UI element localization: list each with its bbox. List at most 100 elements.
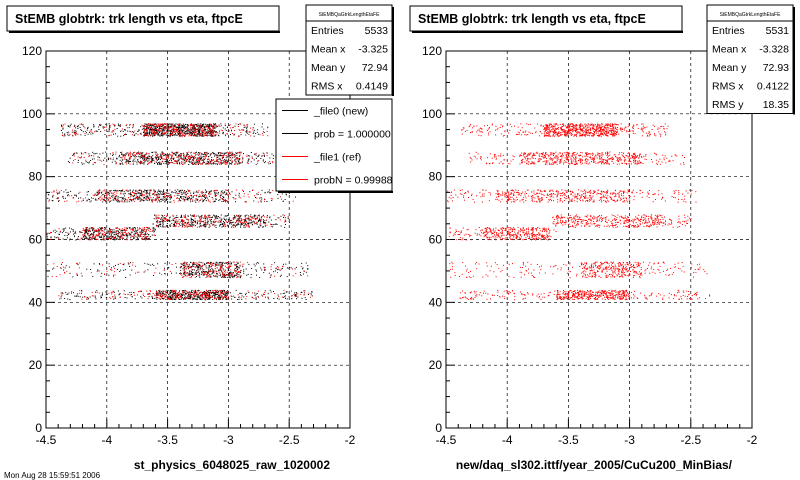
scatter-point bbox=[220, 267, 222, 269]
scatter-point bbox=[179, 127, 181, 129]
scatter-point bbox=[303, 270, 305, 272]
scatter-point bbox=[211, 125, 213, 126]
scatter-point bbox=[143, 154, 145, 156]
scatter-point bbox=[198, 269, 200, 271]
scatter-point bbox=[159, 223, 161, 225]
scatter-point bbox=[134, 298, 136, 300]
scatter-point bbox=[213, 131, 215, 133]
scatter-point bbox=[166, 189, 168, 191]
scatter-point bbox=[167, 219, 169, 221]
scatter-point bbox=[199, 152, 201, 154]
scatter-point bbox=[158, 134, 160, 136]
scatter-point bbox=[109, 194, 111, 196]
scatter-point bbox=[226, 215, 228, 217]
scatter-point bbox=[187, 198, 189, 200]
scatter-point bbox=[240, 123, 242, 125]
scatter-point bbox=[295, 293, 297, 295]
scatter-point bbox=[224, 296, 226, 298]
scatter-point bbox=[237, 124, 239, 125]
scatter-point bbox=[137, 159, 139, 161]
scatter-point bbox=[203, 194, 205, 196]
scatter-point bbox=[169, 296, 171, 298]
scatter-point bbox=[151, 161, 152, 163]
scatter-point bbox=[198, 131, 200, 133]
scatter-point bbox=[195, 160, 197, 161]
scatter-point bbox=[155, 199, 157, 201]
scatter-point bbox=[181, 128, 182, 130]
scatter-point bbox=[81, 162, 83, 164]
scatter-point bbox=[187, 225, 189, 227]
scatter-point bbox=[234, 125, 236, 127]
scatter-point bbox=[237, 267, 239, 269]
scatter-point bbox=[222, 198, 224, 200]
scatter-point bbox=[220, 261, 222, 263]
scatter-point bbox=[171, 272, 172, 274]
scatter-point bbox=[192, 219, 194, 221]
scatter-point bbox=[183, 220, 184, 222]
scatter-point bbox=[103, 229, 105, 231]
scatter-point bbox=[135, 193, 137, 195]
scatter-point bbox=[181, 296, 183, 298]
scatter-point bbox=[214, 127, 216, 129]
scatter-point bbox=[74, 159, 76, 160]
scatter-point bbox=[153, 231, 155, 233]
scatter-point bbox=[119, 125, 121, 127]
scatter-point bbox=[62, 238, 64, 240]
scatter-point bbox=[118, 232, 120, 234]
scatter-point bbox=[75, 131, 77, 133]
scatter-point bbox=[174, 226, 176, 228]
scatter-point bbox=[191, 266, 193, 267]
scatter-point bbox=[194, 129, 196, 131]
scatter-point bbox=[190, 157, 192, 159]
scatter-point bbox=[263, 266, 265, 268]
scatter-point bbox=[269, 157, 271, 159]
scatter-point bbox=[216, 276, 218, 278]
scatter-point bbox=[72, 230, 74, 232]
scatter-point bbox=[74, 125, 76, 127]
scatter-point bbox=[255, 263, 257, 265]
scatter-point bbox=[198, 124, 200, 126]
scatter-point bbox=[194, 266, 196, 268]
scatter-point bbox=[168, 124, 170, 126]
scatter-point bbox=[239, 155, 241, 157]
scatter-point bbox=[170, 127, 172, 129]
scatter-point bbox=[84, 238, 85, 240]
scatter-point bbox=[126, 189, 128, 191]
scatter-point bbox=[155, 293, 157, 295]
scatter-point bbox=[93, 158, 95, 160]
scatter-point bbox=[122, 201, 124, 203]
scatter-point bbox=[246, 214, 248, 216]
scatter-point bbox=[216, 189, 218, 191]
scatter-point bbox=[84, 127, 86, 129]
scatter-point bbox=[134, 198, 136, 200]
scatter-point bbox=[95, 198, 97, 200]
scatter-point bbox=[216, 157, 218, 158]
scatter-point bbox=[93, 233, 95, 235]
scatter-point bbox=[150, 198, 152, 200]
scatter-point bbox=[211, 159, 213, 161]
scatter-point bbox=[213, 159, 215, 161]
scatter-point bbox=[169, 196, 171, 198]
scatter-point bbox=[225, 295, 227, 296]
scatter-point bbox=[196, 190, 198, 192]
scatter-point bbox=[248, 133, 250, 135]
scatter-point bbox=[176, 194, 178, 196]
scatter-point bbox=[147, 158, 149, 160]
scatter-point bbox=[208, 199, 210, 201]
scatter-point bbox=[134, 200, 136, 202]
scatter-point bbox=[159, 161, 161, 163]
scatter-point bbox=[208, 269, 210, 271]
scatter-point bbox=[172, 292, 174, 294]
scatter-point bbox=[62, 128, 64, 130]
scatter-point bbox=[141, 161, 143, 163]
scatter-point bbox=[162, 127, 164, 129]
scatter-point bbox=[114, 128, 116, 130]
scatter-point bbox=[119, 155, 121, 157]
scatter-point bbox=[104, 134, 106, 135]
scatter-point bbox=[76, 201, 78, 203]
scatter-point bbox=[171, 293, 173, 295]
scatter-point bbox=[201, 132, 203, 134]
scatter-point bbox=[154, 133, 156, 134]
scatter-point bbox=[225, 157, 227, 159]
scatter-point bbox=[167, 155, 169, 157]
